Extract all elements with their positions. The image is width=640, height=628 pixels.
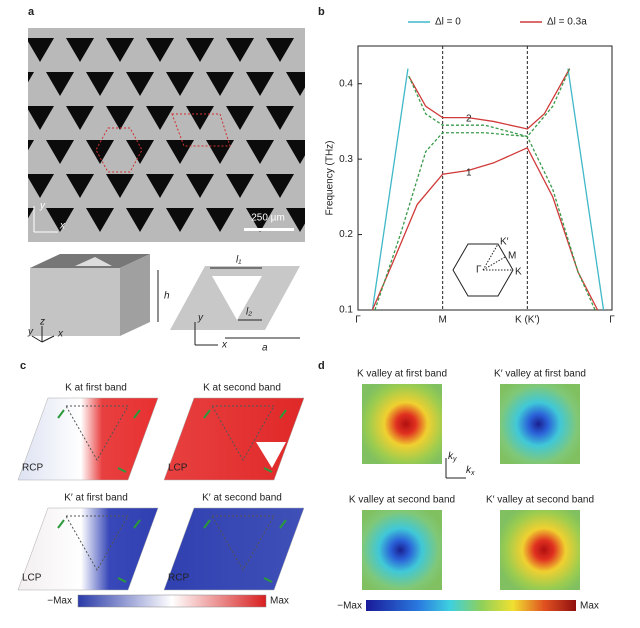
map-title: K′ at first band [64, 493, 128, 504]
y-tick-label: 0.2 [339, 229, 353, 240]
cell-label: l₁ [236, 255, 241, 266]
valley-map [362, 510, 442, 590]
inset-label: Γ [476, 265, 482, 276]
annotation: 2 [466, 114, 472, 125]
axis-label: x [59, 221, 66, 232]
x-tick-label: K (K′) [515, 315, 540, 326]
map-title: K′ valley at first band [494, 369, 586, 380]
colorbar-label: Max [270, 596, 289, 607]
series-line [371, 68, 605, 311]
colorbar [77, 594, 267, 608]
micrograph [28, 28, 305, 242]
inset-label: K [515, 267, 522, 278]
axis-label: ky [448, 451, 457, 463]
unit-cell [170, 266, 300, 346]
panel-label: d [318, 360, 325, 372]
polarization-label: RCP [22, 463, 43, 474]
axis-label: y [27, 327, 34, 338]
scale-bar-label: 250 µm [251, 213, 285, 224]
field-map [17, 507, 159, 591]
band-chart: 0.1 0.2 0.3 0.4 Γ M K (K′) Γ Frequency (THz) Δl =… [325, 17, 616, 326]
y-tick-label: 0.1 [339, 305, 353, 316]
legend-label: Δl = 0 [435, 17, 461, 28]
field-map [163, 507, 305, 591]
arrows [203, 519, 287, 583]
bz-lines [482, 243, 513, 271]
y-tick-label: 0.3 [339, 154, 353, 165]
height-label: h [164, 291, 170, 302]
polarization-label: LCP [168, 463, 188, 474]
hole [211, 405, 275, 462]
map-title: K at second band [203, 383, 281, 394]
arrows [57, 409, 141, 473]
panel-label: b [318, 6, 325, 18]
series-line [371, 68, 599, 311]
colorbar [366, 600, 576, 611]
plot-frame [357, 45, 613, 311]
colorbar-label: −Max [337, 601, 362, 612]
field-map [17, 397, 159, 481]
panel-label: a [28, 6, 35, 18]
arrows [203, 409, 287, 473]
valley-map [500, 510, 580, 590]
unit-box [30, 254, 159, 343]
y-axis-label: Frequency (THz) [325, 140, 336, 215]
field-maps: K at first band RCP K at second band LCP K′ … [17, 383, 305, 591]
map-title: K valley at first band [357, 369, 447, 380]
axis-label: kx [466, 465, 475, 477]
axis-label: x [221, 340, 228, 351]
panel-label: c [20, 360, 26, 372]
polarization-label: LCP [22, 573, 42, 584]
cell-label: a [262, 343, 268, 354]
k-axes [445, 458, 466, 479]
axis-label: x [57, 329, 64, 340]
colorbar-label: −Max [47, 596, 72, 607]
hole [211, 515, 275, 572]
x-tick-label: Γ [609, 315, 615, 326]
inset-label: K′ [500, 237, 509, 248]
cell-label: l₂ [246, 307, 252, 318]
arrows [57, 519, 141, 583]
hole [256, 442, 286, 468]
y-tick-label: 0.4 [339, 78, 353, 89]
annotation: 1 [466, 168, 472, 179]
hole [65, 515, 129, 572]
polarization-label: RCP [168, 573, 189, 584]
inset-label: M [508, 251, 516, 262]
x-tick-label: Γ [355, 315, 361, 326]
map-title: K at first band [65, 383, 127, 394]
valley-maps: K valley at first band K′ valley at first… [349, 369, 594, 590]
valley-map [500, 384, 580, 464]
series-line [374, 68, 596, 311]
axis-label: y [39, 201, 46, 212]
valley-map [362, 384, 442, 464]
x-tick-label: M [438, 315, 446, 326]
axis-label: z [39, 317, 45, 328]
hole [65, 405, 129, 462]
colorbar-label: Max [580, 601, 599, 612]
map-title: K′ valley at second band [486, 495, 594, 506]
legend-label: Δl = 0.3a [547, 17, 587, 28]
map-title: K valley at second band [349, 495, 455, 506]
map-title: K′ at second band [202, 493, 282, 504]
axis-label: y [197, 313, 204, 324]
